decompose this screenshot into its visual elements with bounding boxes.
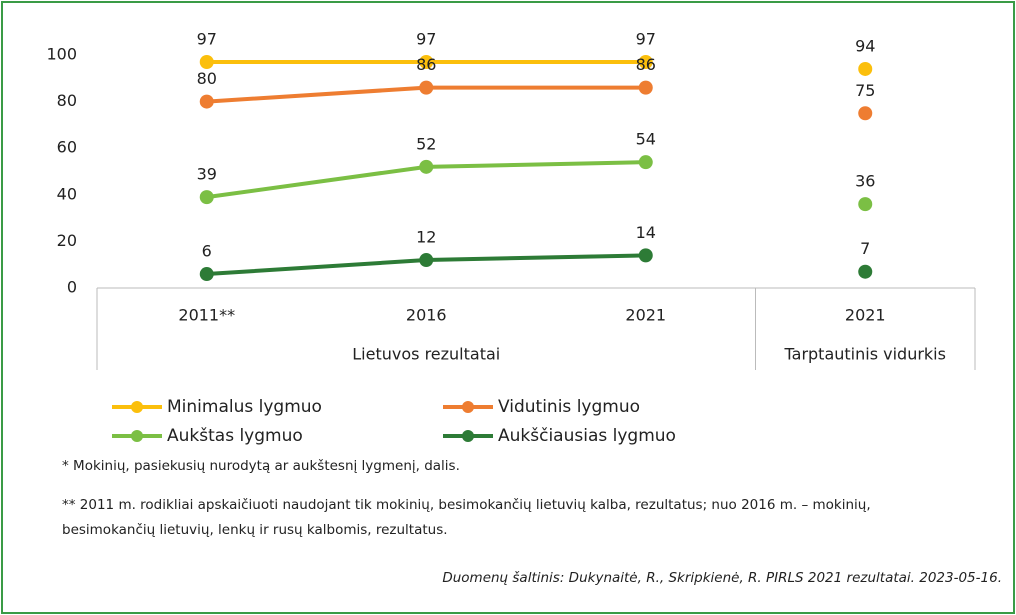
data-label: 14 <box>636 223 656 242</box>
legend-marker <box>131 401 143 413</box>
footnote: * Mokinių, pasiekusių nurodytą ar aukšte… <box>62 458 460 474</box>
data-point <box>199 267 214 282</box>
y-tick-label: 20 <box>57 231 77 250</box>
data-point <box>858 264 873 279</box>
x-tick-label: 2021 <box>625 306 666 325</box>
legend-marker <box>462 430 474 442</box>
data-point <box>199 54 214 69</box>
data-point <box>858 106 873 121</box>
data-label: 86 <box>636 55 656 74</box>
data-point <box>858 197 873 212</box>
data-point <box>419 253 434 268</box>
y-tick-label: 40 <box>57 184 77 203</box>
data-point <box>199 190 214 205</box>
data-label: 52 <box>416 134 436 153</box>
legend-label: Aukštas lygmuo <box>167 426 303 446</box>
legend-label: Vidutinis lygmuo <box>498 397 640 417</box>
x-tick-label: 2016 <box>406 306 447 325</box>
data-label: 97 <box>416 29 436 48</box>
data-point <box>638 248 653 263</box>
legend-label: Minimalus lygmuo <box>167 397 322 417</box>
y-tick-label: 100 <box>46 45 77 64</box>
data-label: 75 <box>855 81 875 100</box>
data-point <box>858 61 873 76</box>
data-label: 12 <box>416 228 436 247</box>
data-point <box>199 94 214 109</box>
data-label: 97 <box>636 29 656 48</box>
footnote: besimokančių lietuvių, lenkų ir rusų kal… <box>62 522 448 538</box>
data-label: 86 <box>416 55 436 74</box>
data-label: 7 <box>860 239 870 258</box>
legend-marker <box>131 430 143 442</box>
data-label: 80 <box>197 69 217 88</box>
data-point <box>638 80 653 95</box>
data-label: 36 <box>855 172 875 191</box>
x-tick-label: 2011** <box>178 306 235 325</box>
data-label: 94 <box>855 36 875 55</box>
data-point <box>419 159 434 174</box>
data-point <box>638 155 653 170</box>
data-point <box>638 54 653 69</box>
data-point <box>419 54 434 69</box>
data-label: 97 <box>197 29 217 48</box>
footnote: ** 2011 m. rodikliai apskaičiuoti naudoj… <box>62 497 871 513</box>
data-label: 39 <box>197 165 217 184</box>
data-label: 6 <box>202 242 212 261</box>
y-tick-label: 80 <box>57 91 77 110</box>
group-label: Lietuvos rezultatai <box>352 345 500 364</box>
legend-label: Aukščiausias lygmuo <box>498 426 676 446</box>
y-tick-label: 60 <box>57 138 77 157</box>
data-label: 54 <box>636 130 656 149</box>
group-label: Tarptautinis vidurkis <box>784 345 946 364</box>
data-point <box>419 80 434 95</box>
y-tick-label: 0 <box>67 278 77 297</box>
source: Duomenų šaltinis: Dukynaitė, R., Skripki… <box>442 570 1002 586</box>
legend-marker <box>462 401 474 413</box>
x-tick-label: 2021 <box>845 306 886 325</box>
